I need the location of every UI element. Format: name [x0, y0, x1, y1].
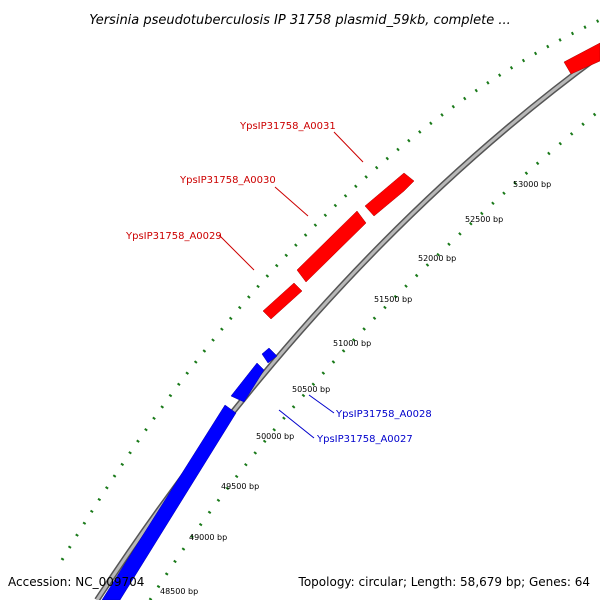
backbone-circle: [95, 53, 600, 600]
tick-label: 48500 bp: [160, 587, 198, 596]
gene-A0029[interactable]: [262, 282, 303, 320]
tick-label: 51500 bp: [374, 295, 412, 304]
tick-label: 52500 bp: [465, 215, 503, 224]
tick-label: 52000 bp: [418, 254, 456, 263]
gene-small-reverse[interactable]: [261, 347, 278, 364]
gene-label-A0028: YpsIP31758_A0028: [335, 409, 432, 420]
gene-A0028[interactable]: [230, 362, 265, 403]
gene-A0031[interactable]: [364, 172, 415, 217]
label-leaders: [218, 131, 364, 439]
tick-label: 49000 bp: [189, 533, 227, 542]
gene-A0027[interactable]: [101, 404, 237, 600]
gene-label-A0027: YpsIP31758_A0027: [316, 434, 413, 445]
reverse-strand-features: [101, 347, 278, 600]
backbone-outline: [94, 52, 600, 600]
tick-label: 51000 bp: [333, 339, 371, 348]
tick-label: 50500 bp: [292, 385, 330, 394]
tick-label: 53000 bp: [513, 180, 551, 189]
tick-label: 50000 bp: [256, 432, 294, 441]
gene-top-right[interactable]: [563, 42, 600, 75]
topology-summary: Topology: circular; Length: 58,679 bp; G…: [298, 575, 590, 589]
outer-tick-ring: [60, 18, 600, 561]
gene-label-A0030: YpsIP31758_A0030: [179, 175, 276, 186]
gene-label-A0031: YpsIP31758_A0031: [239, 121, 336, 132]
gene-A0030[interactable]: [296, 210, 367, 283]
forward-strand-features: [262, 42, 600, 320]
map-title: Yersinia pseudotuberculosis IP 31758 pla…: [89, 13, 511, 28]
gene-label-A0029: YpsIP31758_A0029: [125, 231, 222, 242]
accession-text: Accession: NC_009704: [8, 575, 144, 589]
tick-label: 49500 bp: [221, 482, 259, 491]
